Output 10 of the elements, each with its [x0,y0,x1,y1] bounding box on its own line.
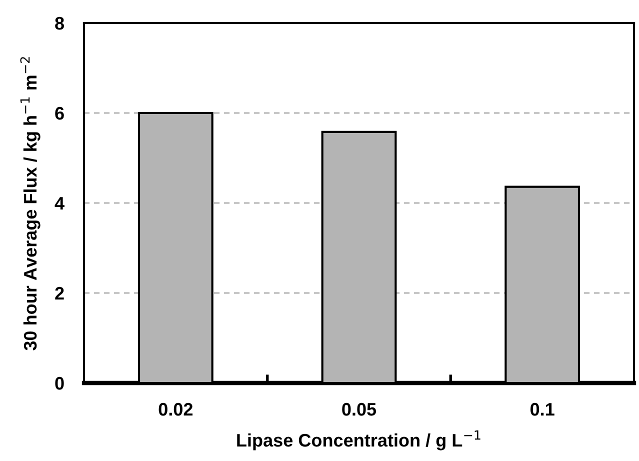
y-tick-label: 2 [55,286,64,300]
x-tick-label: 0.02 [158,402,193,416]
x-axis-title: Lipase Concentration / g L$^{−1}$ [237,430,480,450]
y-tick-label: 6 [55,106,64,120]
y-axis-title: 30 hour Average Flux / kg h$^{−1}$ m$^{−2}$ [20,57,40,350]
y-tick-label: 0 [55,376,64,390]
y-tick-label: 4 [54,197,64,210]
x-tick-label: 0.1 [530,402,554,416]
x-tick-label: 0.05 [342,402,376,416]
y-tick-label: 8 [55,16,64,30]
